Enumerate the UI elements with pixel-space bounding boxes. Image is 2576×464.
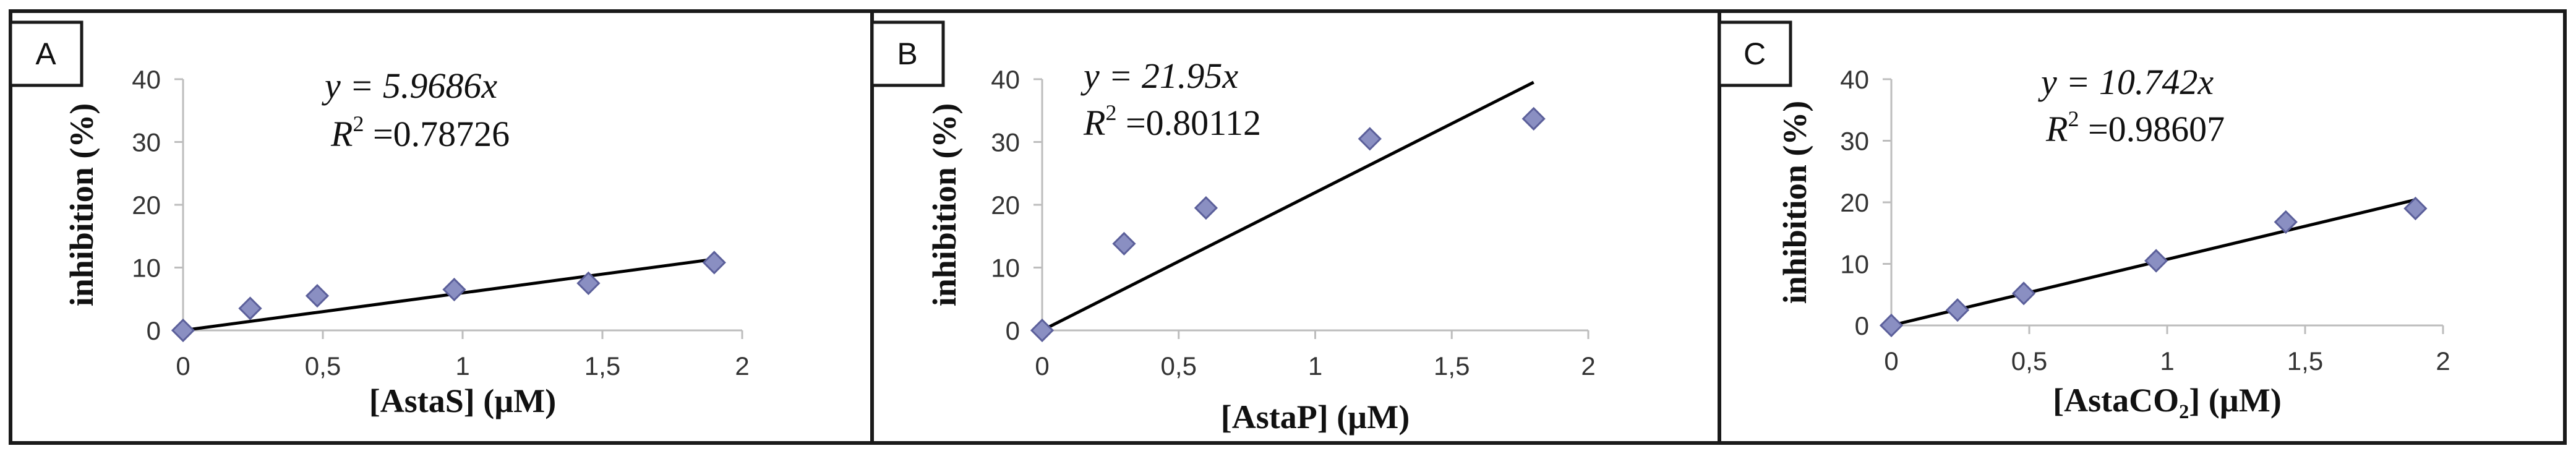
y-tick-label-c: 30	[1840, 127, 1869, 156]
chart-c: 0 10 20 30 40 0 0,5 1 1,5 2 inhibition (%) [AstaCO₂…	[1776, 65, 2450, 419]
panel-c-frame	[1718, 9, 2567, 445]
panel-c-r-squared: R2 =0.98607	[2045, 106, 2225, 149]
panel-c-label-box	[1718, 20, 1792, 87]
panel-b-letter: B	[897, 37, 917, 71]
y-tick-label-a: 30	[132, 128, 161, 157]
panel-a: A y = 5.9686x R2 =0.78726 0 10 20 30 40 0 0,5 1…	[9, 9, 874, 445]
data-point-c-4	[2274, 210, 2298, 234]
data-point-b-4	[1521, 106, 1546, 131]
data-point-a-2	[305, 284, 330, 308]
y-axis-title-a: inhibition (%)	[63, 103, 100, 307]
x-axis-title-a: [AstaS] (µM)	[369, 382, 557, 419]
data-point-c-5	[2403, 196, 2428, 221]
panel-b-label-box	[870, 20, 945, 87]
chart-b: 0 10 20 30 40 0 0,5 1 1,5 2 inhibition (%) [AstaP] …	[926, 65, 1596, 436]
x-tick-label-a: 0,5	[305, 351, 341, 380]
y-tick-label-a: 20	[132, 191, 161, 220]
y-tick-label-a: 0	[147, 316, 161, 345]
chart-a: 0 10 20 30 40 0 0,5 1 1,5 2 inhibition (%) [AstaS] …	[63, 65, 750, 419]
x-tick-label-a: 1	[455, 351, 469, 380]
y-tick-label-c: 0	[1855, 311, 1869, 340]
data-point-a-4	[576, 271, 601, 295]
y-tick-label-a: 10	[132, 254, 161, 283]
x-tick-label-b: 1	[1308, 351, 1322, 380]
x-tick-label-a: 0	[176, 351, 190, 380]
x-tick-label-c: 0	[1884, 346, 1898, 376]
x-tick-label-a: 1,5	[584, 351, 620, 380]
x-tick-label-b: 0	[1035, 351, 1049, 380]
x-axis-title-c: [AstaCO₂] (µM)	[2053, 382, 2282, 419]
x-axis-title-b: [AstaP] (µM)	[1221, 398, 1410, 436]
panel-a-letter: A	[35, 37, 56, 71]
data-point-a-3	[442, 277, 466, 302]
data-point-c-2	[2011, 281, 2036, 306]
data-point-c-0	[1879, 313, 1904, 338]
panel-c-letter: C	[1744, 37, 1766, 71]
data-point-b-3	[1358, 127, 1382, 151]
panel-a-equation: y = 5.9686x	[322, 66, 497, 106]
y-tick-label-c: 40	[1840, 65, 1869, 94]
x-tick-label-a: 2	[735, 351, 749, 380]
data-point-b-1	[1112, 231, 1136, 256]
x-tick-label-c: 2	[2436, 346, 2450, 376]
x-tick-label-b: 1,5	[1434, 351, 1470, 380]
x-tick-label-c: 1	[2160, 346, 2174, 376]
y-axis-title-b: inhibition (%)	[926, 103, 963, 307]
x-tick-label-c: 0,5	[2011, 346, 2047, 376]
panel-b: B y = 21.95x R2 =0.80112 0 10 20 30 40 0 0,5 1 1…	[870, 9, 1721, 445]
panel-a-label-box	[9, 20, 83, 87]
trendline-b	[1041, 80, 1534, 332]
y-tick-label-a: 40	[132, 65, 161, 94]
data-point-b-0	[1030, 318, 1055, 343]
y-tick-label-b: 40	[991, 65, 1020, 94]
y-tick-label-b: 20	[991, 191, 1020, 220]
data-point-c-1	[1945, 298, 1970, 322]
x-tick-label-c: 1,5	[2287, 346, 2323, 376]
data-point-a-5	[702, 251, 726, 275]
y-tick-label-b: 0	[1006, 316, 1020, 345]
data-point-a-1	[238, 296, 262, 320]
y-axis-title-c: inhibition (%)	[1776, 101, 1813, 304]
panel-a-r-squared: R2 =0.78726	[330, 111, 510, 154]
y-tick-label-b: 30	[991, 128, 1020, 157]
panel-b-r-squared: R2 =0.80112	[1083, 100, 1261, 143]
panel-c: C y = 10.742x R2 =0.98607 0 10 20 30 40 0 0,5 1…	[1718, 9, 2567, 445]
panel-b-equation: y = 21.95x	[1080, 56, 1238, 96]
data-point-b-2	[1194, 195, 1218, 220]
x-tick-label-b: 2	[1581, 351, 1595, 380]
x-tick-label-b: 0,5	[1161, 351, 1197, 380]
y-tick-label-c: 20	[1840, 188, 1869, 217]
y-tick-label-c: 10	[1840, 250, 1869, 279]
y-tick-label-b: 10	[991, 254, 1020, 283]
data-point-a-0	[171, 318, 195, 343]
panel-c-equation: y = 10.742x	[2038, 62, 2214, 102]
data-point-c-3	[2144, 249, 2168, 273]
